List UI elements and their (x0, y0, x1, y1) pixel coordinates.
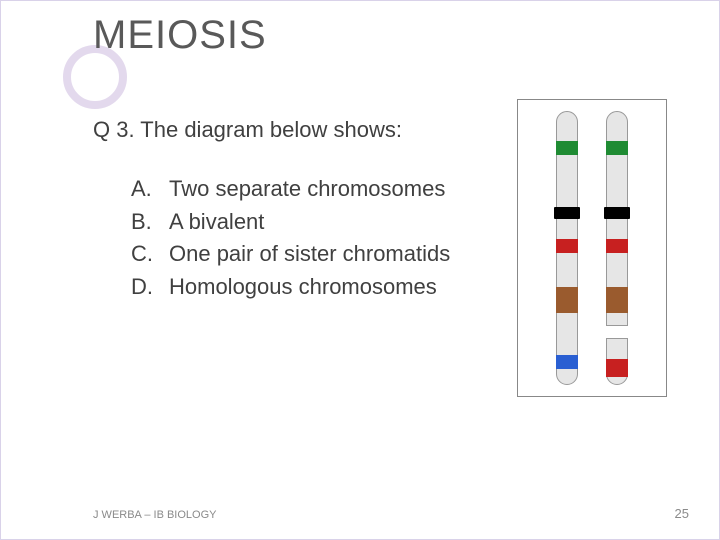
question-prefix: Q 3. (93, 117, 140, 142)
answer-text: Homologous chromosomes (169, 271, 437, 304)
answer-letter: B. (131, 206, 169, 239)
page-title: MEIOSIS (93, 13, 267, 58)
answer-letter: C. (131, 238, 169, 271)
chromosome (556, 111, 578, 385)
answer-text: Two separate chromosomes (169, 173, 445, 206)
chromosome-band (606, 325, 628, 339)
slide: MEIOSIS Q 3. The diagram below shows: A.… (0, 0, 720, 540)
answer-text: One pair of sister chromatids (169, 238, 450, 271)
centromere (554, 207, 580, 219)
answer-option: B. A bivalent (131, 206, 450, 239)
chromosome-band (606, 141, 628, 155)
answer-letter: A. (131, 173, 169, 206)
chromosome-band (606, 239, 628, 253)
centromere (604, 207, 630, 219)
answer-option: D. Homologous chromosomes (131, 271, 450, 304)
answer-list: A. Two separate chromosomes B. A bivalen… (131, 173, 450, 303)
answer-option: C. One pair of sister chromatids (131, 238, 450, 271)
chromosome-band (556, 287, 578, 313)
page-number: 25 (675, 506, 689, 521)
chromosome-band (556, 239, 578, 253)
answer-option: A. Two separate chromosomes (131, 173, 450, 206)
chromosome-band (606, 287, 628, 313)
footer-author: J WERBA – IB BIOLOGY (93, 509, 216, 521)
question-line: Q 3. The diagram below shows: (93, 117, 402, 143)
question-text: The diagram below shows: (140, 117, 402, 142)
chromosome-band (556, 355, 578, 369)
answer-text: A bivalent (169, 206, 264, 239)
chromosome-band (556, 141, 578, 155)
answer-letter: D. (131, 271, 169, 304)
chromosome (606, 111, 628, 385)
chromosome-band (606, 359, 628, 377)
chromosome-diagram (517, 99, 667, 397)
